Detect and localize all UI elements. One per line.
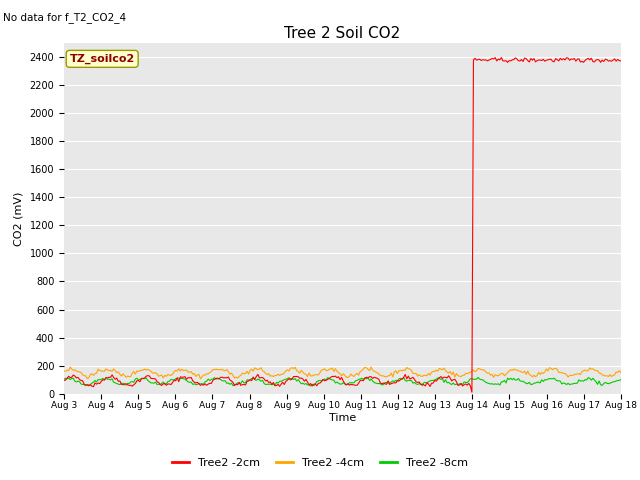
X-axis label: Time: Time [329, 413, 356, 423]
Title: Tree 2 Soil CO2: Tree 2 Soil CO2 [284, 25, 401, 41]
Text: No data for f_T2_CO2_4: No data for f_T2_CO2_4 [3, 12, 126, 23]
Legend: Tree2 -2cm, Tree2 -4cm, Tree2 -8cm: Tree2 -2cm, Tree2 -4cm, Tree2 -8cm [168, 453, 472, 472]
Y-axis label: CO2 (mV): CO2 (mV) [14, 191, 24, 246]
Text: TZ_soilco2: TZ_soilco2 [70, 54, 135, 64]
